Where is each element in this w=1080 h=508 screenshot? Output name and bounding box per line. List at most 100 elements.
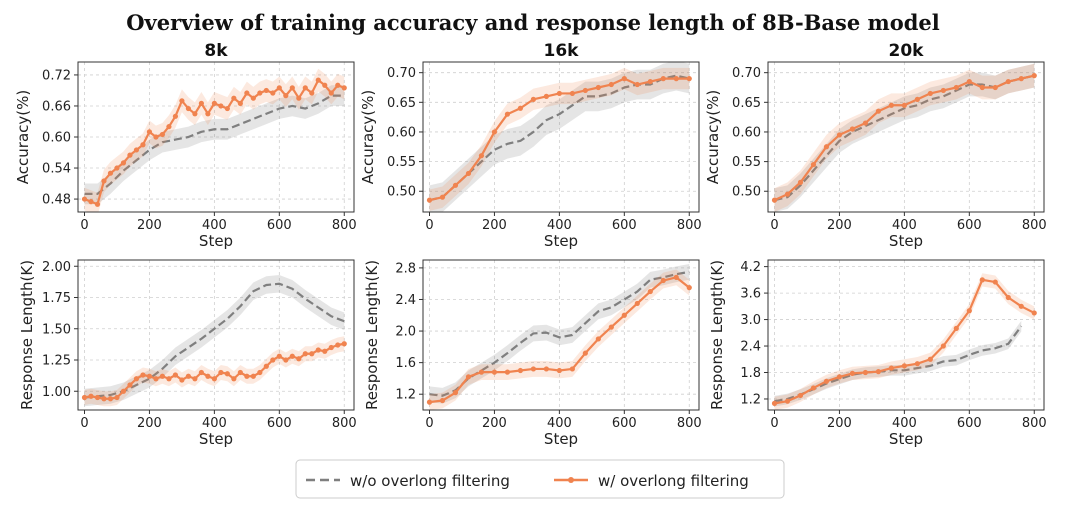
data-point bbox=[1031, 73, 1037, 79]
data-point bbox=[530, 96, 537, 102]
data-point bbox=[1018, 76, 1024, 82]
x-tick-label: 800 bbox=[332, 218, 357, 233]
plot-area bbox=[81, 68, 347, 212]
data-point bbox=[140, 142, 146, 148]
data-point bbox=[101, 396, 107, 402]
x-tick-label: 400 bbox=[202, 218, 227, 233]
data-point bbox=[270, 357, 276, 363]
legend-marker-with-filtering bbox=[568, 477, 574, 483]
x-tick-label: 0 bbox=[425, 416, 433, 431]
data-point bbox=[88, 393, 94, 399]
data-point bbox=[120, 388, 127, 394]
x-tick-label: 400 bbox=[892, 218, 917, 233]
data-point bbox=[556, 90, 562, 97]
data-point bbox=[146, 129, 153, 135]
x-tick-label: 800 bbox=[332, 416, 357, 431]
data-point bbox=[647, 288, 653, 295]
confidence-band bbox=[84, 85, 345, 205]
y-tick-label: 0.70 bbox=[732, 66, 761, 81]
x-tick-label: 200 bbox=[482, 218, 507, 233]
data-point bbox=[784, 191, 791, 197]
data-point bbox=[634, 81, 640, 88]
x-tick-label: 400 bbox=[547, 218, 572, 233]
x-tick-label: 200 bbox=[827, 218, 852, 233]
confidence-band bbox=[84, 275, 345, 407]
data-point bbox=[172, 113, 179, 119]
data-point bbox=[231, 95, 237, 101]
data-point bbox=[543, 366, 549, 372]
data-point bbox=[224, 371, 230, 377]
series-with-filtering bbox=[426, 67, 692, 211]
data-point bbox=[543, 93, 549, 99]
data-point bbox=[140, 372, 146, 378]
y-tick-label: 1.2 bbox=[395, 388, 416, 403]
y-tick-label: 1.00 bbox=[42, 385, 71, 400]
data-point bbox=[283, 93, 289, 99]
data-point bbox=[797, 392, 804, 399]
data-point bbox=[289, 353, 295, 359]
data-point bbox=[289, 85, 295, 91]
confidence-band bbox=[429, 62, 690, 212]
panel-title: 8k bbox=[204, 41, 228, 61]
y-tick-label: 0.70 bbox=[387, 66, 416, 81]
data-point bbox=[875, 369, 882, 375]
data-point bbox=[862, 369, 869, 376]
data-point bbox=[244, 373, 250, 379]
data-point bbox=[1005, 78, 1011, 85]
data-point bbox=[621, 312, 627, 318]
data-point bbox=[172, 372, 179, 378]
confidence-band bbox=[429, 269, 690, 410]
data-point bbox=[237, 369, 243, 376]
data-point bbox=[862, 120, 869, 126]
data-point bbox=[530, 366, 537, 372]
data-point bbox=[517, 105, 524, 111]
x-tick-label: 0 bbox=[80, 416, 88, 431]
data-point bbox=[283, 357, 289, 363]
y-tick-label: 0.65 bbox=[732, 96, 761, 111]
data-point bbox=[296, 356, 302, 362]
data-point bbox=[153, 376, 159, 382]
data-point bbox=[504, 369, 511, 375]
y-tick-label: 0.54 bbox=[42, 162, 71, 177]
data-point bbox=[153, 134, 159, 140]
data-point bbox=[517, 367, 524, 374]
data-point bbox=[673, 76, 679, 82]
x-tick-label: 200 bbox=[137, 416, 162, 431]
x-tick-label: 400 bbox=[202, 416, 227, 431]
data-point bbox=[478, 369, 485, 375]
data-point bbox=[341, 85, 347, 91]
data-point bbox=[276, 353, 282, 359]
data-point bbox=[114, 394, 120, 401]
data-point bbox=[836, 132, 843, 138]
data-point bbox=[315, 77, 321, 83]
data-point bbox=[211, 100, 217, 106]
data-point bbox=[849, 126, 856, 132]
data-point bbox=[810, 385, 817, 391]
x-tick-label: 0 bbox=[770, 416, 778, 431]
x-tick-label: 200 bbox=[137, 218, 162, 233]
x-tick-label: 0 bbox=[425, 218, 433, 233]
axes-frame bbox=[767, 61, 1045, 213]
data-point bbox=[979, 84, 985, 91]
data-point bbox=[875, 108, 882, 114]
data-point bbox=[1031, 310, 1037, 316]
data-point bbox=[491, 129, 498, 135]
data-point bbox=[621, 76, 627, 82]
legend-frame bbox=[295, 459, 785, 499]
x-tick-label: 0 bbox=[80, 218, 88, 233]
series-without-filtering bbox=[84, 85, 345, 205]
axes-frame bbox=[77, 259, 355, 411]
data-point bbox=[992, 279, 998, 285]
plot-area bbox=[426, 263, 692, 410]
data-point bbox=[198, 100, 204, 106]
data-point bbox=[237, 100, 243, 106]
y-axis-label: Accuracy(%) bbox=[14, 90, 32, 184]
data-point bbox=[452, 182, 459, 188]
y-tick-label: 2.0 bbox=[395, 325, 416, 340]
data-point bbox=[914, 96, 920, 102]
x-axis-label: Step bbox=[889, 430, 923, 448]
x-tick-label: 200 bbox=[482, 416, 507, 431]
data-point bbox=[426, 197, 433, 203]
data-point bbox=[979, 277, 985, 283]
